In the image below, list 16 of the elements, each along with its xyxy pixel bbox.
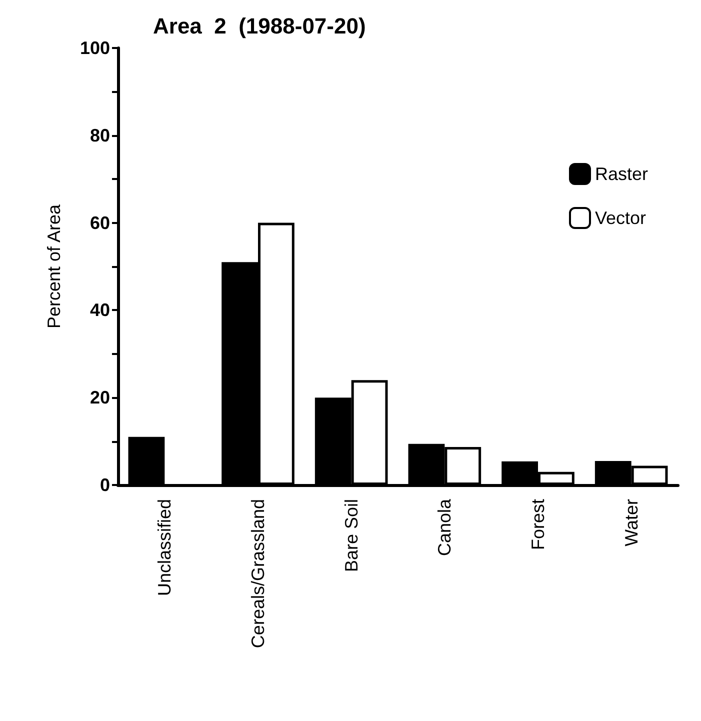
y-axis-title: Percent of Area xyxy=(44,203,64,329)
x-tick-label: Bare Soil xyxy=(341,499,362,572)
y-tick-label: 60 xyxy=(90,212,110,233)
y-tick-label: 100 xyxy=(80,38,110,58)
y-tick-label: 80 xyxy=(90,125,110,146)
x-tick-label: Canola xyxy=(434,498,455,556)
x-tick-label: Forest xyxy=(528,499,548,550)
x-tick-label: Unclassified xyxy=(154,499,175,596)
y-tick-label: 0 xyxy=(100,475,110,495)
chart-title: Area 2 (1988-07-20) xyxy=(153,14,366,38)
legend-label: Raster xyxy=(594,164,648,184)
legend-label: Vector xyxy=(594,208,646,228)
x-tick-label: Water xyxy=(621,499,642,546)
y-tick-label: 40 xyxy=(90,300,110,320)
x-tick-label: Cereals/Grassland xyxy=(248,499,268,648)
y-tick-label: 20 xyxy=(90,388,110,408)
